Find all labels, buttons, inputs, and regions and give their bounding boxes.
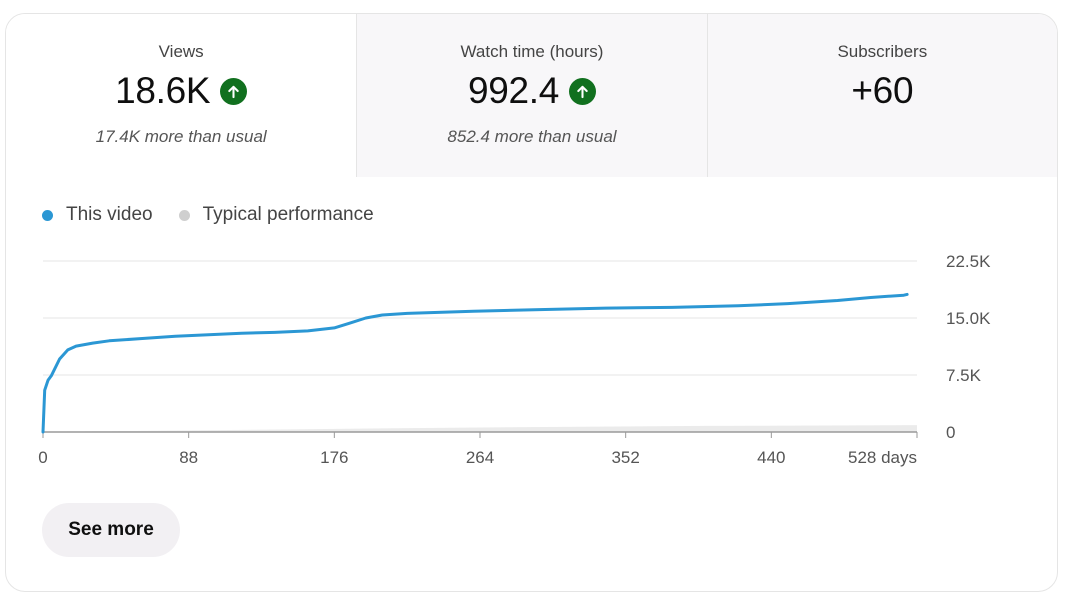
y-tick-label: 7.5K	[946, 366, 982, 385]
x-tick-label: 0	[38, 448, 47, 467]
arrow-up-icon	[220, 77, 248, 105]
chart-legend: This video Typical performance	[42, 204, 400, 226]
series-line-this-video	[41, 292, 909, 434]
legend-dot	[178, 209, 190, 221]
metric-title: Watch time (hours)	[460, 42, 604, 61]
metric-tabs: Views 18.6K 17.4K more than usual Watch …	[6, 14, 1057, 177]
metric-comparison: 17.4K more than usual	[95, 127, 267, 146]
x-tick-label: 176	[320, 448, 348, 467]
metric-value: 18.6K	[115, 70, 211, 111]
x-tick-label: 88	[179, 448, 198, 467]
legend-label: Typical performance	[202, 204, 374, 225]
views-chart: 0 7.5K 15.0K 22.5K 0 88 176 264 352 440 528 days	[38, 252, 991, 467]
y-tick-label: 15.0K	[946, 309, 991, 328]
legend-item-typical-performance: Typical performance	[178, 204, 374, 226]
metric-tab-watch-time[interactable]: Watch time (hours) 992.4 852.4 more than…	[356, 14, 707, 177]
metric-tab-subscribers[interactable]: Subscribers +60	[706, 14, 1057, 177]
typical-performance-band	[43, 425, 917, 432]
legend-label: This video	[66, 204, 153, 225]
analytics-card: Views 18.6K 17.4K more than usual Watch …	[5, 13, 1058, 592]
x-tick-label: 264	[466, 448, 494, 467]
metric-value: +60	[851, 70, 914, 111]
x-tick-label: 528 days	[848, 448, 917, 467]
metric-title: Subscribers	[837, 42, 928, 61]
metric-tab-views[interactable]: Views 18.6K 17.4K more than usual	[6, 14, 357, 177]
y-tick-label: 22.5K	[946, 252, 991, 271]
legend-item-this-video: This video	[42, 204, 153, 226]
metric-value: 992.4	[467, 70, 560, 111]
metric-title: Views	[158, 42, 204, 61]
x-tick-label: 352	[611, 448, 639, 467]
x-tick-label: 440	[757, 448, 785, 467]
metric-comparison: 852.4 more than usual	[447, 127, 617, 146]
see-more-button[interactable]: See more	[42, 503, 180, 557]
legend-dot	[42, 209, 53, 221]
arrow-up-icon	[569, 77, 597, 105]
y-tick-label: 0	[946, 423, 955, 442]
